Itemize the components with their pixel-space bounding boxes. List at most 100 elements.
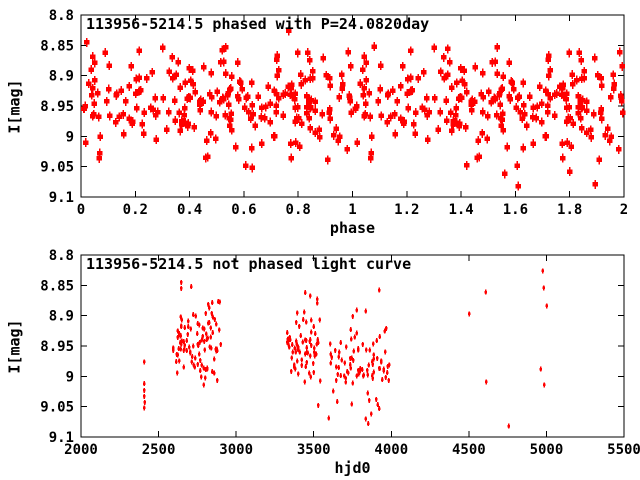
point-marker <box>333 126 339 131</box>
point-marker <box>182 340 185 343</box>
point-marker <box>485 113 491 119</box>
point-marker <box>484 290 488 294</box>
point-marker <box>141 110 147 115</box>
point-marker <box>213 318 217 321</box>
point-marker <box>375 339 378 342</box>
y-tick-label: 9.05 <box>40 160 74 176</box>
point-marker <box>303 291 307 294</box>
point-marker <box>227 86 234 91</box>
point-marker <box>190 285 193 288</box>
point-marker <box>293 140 299 145</box>
point-marker <box>198 323 201 327</box>
point-marker <box>296 372 300 376</box>
point-marker <box>182 365 186 369</box>
point-marker <box>559 155 566 161</box>
point-marker <box>400 121 407 126</box>
point-marker <box>404 91 410 96</box>
point-marker <box>177 128 183 134</box>
point-marker <box>340 358 343 362</box>
point-marker <box>462 125 469 130</box>
point-marker <box>485 89 492 95</box>
x-tick-label: 0.8 <box>286 202 311 218</box>
point-marker <box>374 398 378 401</box>
point-marker <box>309 294 312 298</box>
point-marker <box>484 380 488 384</box>
point-marker <box>132 91 139 96</box>
point-marker <box>363 78 369 83</box>
point-marker <box>353 103 360 109</box>
point-marker <box>287 345 291 349</box>
point-marker <box>361 368 364 371</box>
point-marker <box>587 127 594 133</box>
x-tick-label: 1.6 <box>503 202 528 218</box>
point-marker <box>209 335 212 339</box>
point-marker <box>385 93 391 98</box>
point-marker <box>556 84 563 90</box>
point-marker <box>358 370 361 374</box>
point-marker <box>201 326 205 330</box>
point-marker <box>214 89 220 95</box>
point-marker <box>149 70 156 75</box>
point-marker <box>309 318 313 322</box>
point-marker <box>336 400 339 403</box>
point-marker <box>189 351 192 355</box>
point-marker <box>218 60 224 65</box>
point-marker <box>182 120 188 125</box>
point-marker <box>90 113 96 119</box>
point-marker <box>142 360 146 364</box>
point-marker <box>292 365 296 369</box>
y-tick-label: 8.95 <box>40 99 74 115</box>
point-marker <box>575 110 581 116</box>
point-marker <box>545 73 552 79</box>
point-marker <box>478 91 485 97</box>
point-marker <box>620 110 626 116</box>
x-tick-label: 0.2 <box>123 202 148 218</box>
point-marker <box>368 348 372 352</box>
point-marker <box>368 399 371 402</box>
point-marker <box>96 156 102 161</box>
point-marker <box>320 55 327 61</box>
point-marker <box>258 115 265 120</box>
point-marker <box>200 338 204 342</box>
point-marker <box>179 287 183 290</box>
point-marker <box>363 60 369 66</box>
point-marker <box>492 59 499 65</box>
point-marker <box>309 330 313 334</box>
point-marker <box>302 77 309 83</box>
point-marker <box>366 422 370 425</box>
point-marker <box>382 367 385 371</box>
point-marker <box>480 94 487 100</box>
point-marker <box>307 126 314 131</box>
point-marker <box>301 318 305 321</box>
point-marker <box>349 363 352 366</box>
point-marker <box>177 347 181 350</box>
point-marker <box>327 116 333 122</box>
point-marker <box>330 356 333 359</box>
point-marker <box>306 115 313 121</box>
point-marker <box>199 359 202 362</box>
point-marker <box>126 116 132 122</box>
point-marker <box>291 97 298 102</box>
point-marker <box>178 118 185 124</box>
point-marker <box>273 103 280 109</box>
point-marker <box>304 104 310 110</box>
point-marker <box>384 376 387 379</box>
point-marker <box>196 332 199 335</box>
point-marker <box>143 401 146 404</box>
phased-chart-ylabel: I[mag] <box>5 79 24 134</box>
point-marker <box>107 113 113 119</box>
point-marker <box>564 91 570 97</box>
point-marker <box>381 378 384 381</box>
point-marker <box>116 114 123 120</box>
point-marker <box>306 58 313 63</box>
point-marker <box>91 101 98 106</box>
point-marker <box>166 69 172 75</box>
x-tick-label: 3500 <box>297 442 331 458</box>
point-marker <box>290 343 294 346</box>
point-marker <box>222 71 229 76</box>
point-marker <box>176 336 180 339</box>
point-marker <box>208 109 215 115</box>
point-marker <box>570 121 577 126</box>
point-marker <box>443 98 449 103</box>
unphased-chart-title: 113956-5214.5 not phased light curve <box>86 255 412 273</box>
